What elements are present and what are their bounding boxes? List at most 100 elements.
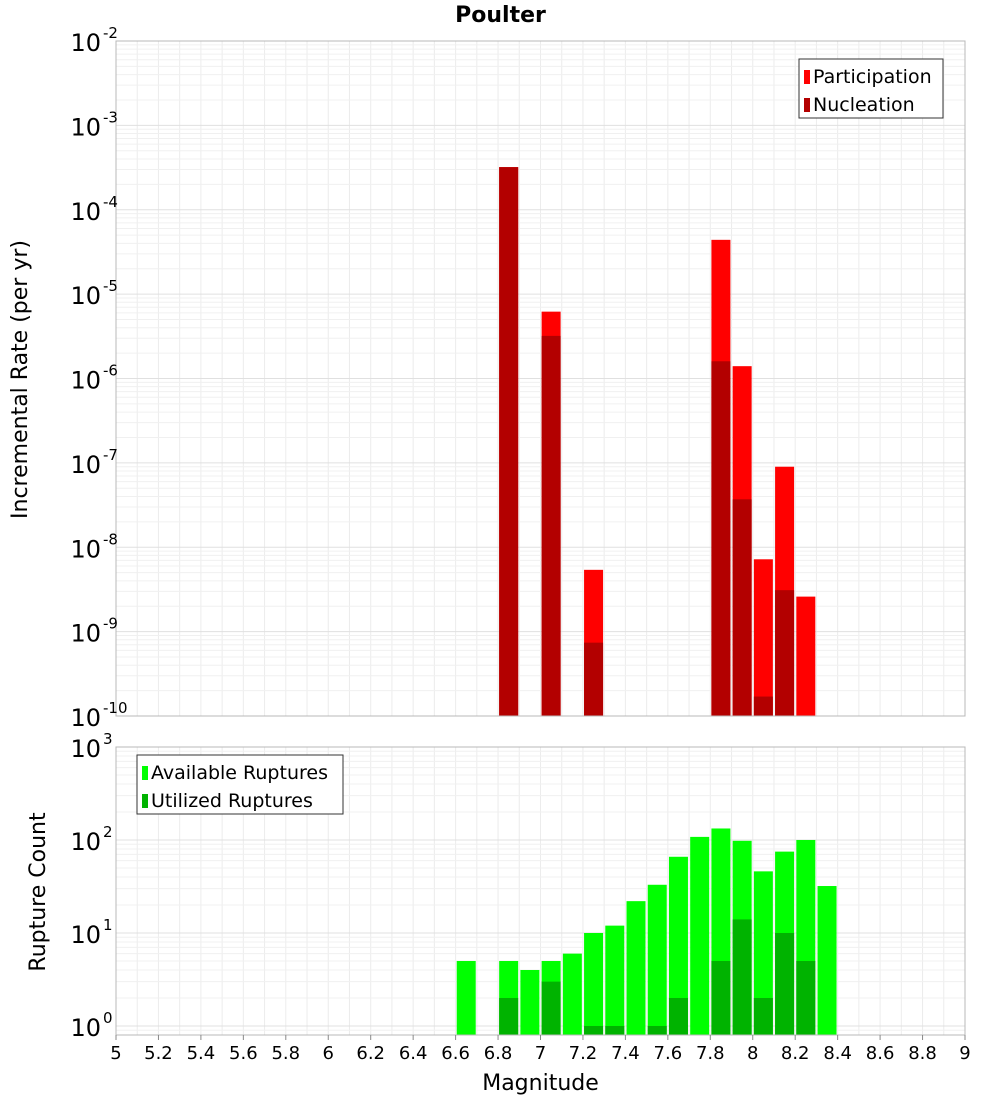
y-tick-exponent: 1 [103, 916, 113, 934]
y-tick-exponent: -4 [103, 193, 118, 211]
x-tick-label: 7.8 [696, 1043, 725, 1064]
bar-utilized-ruptures [668, 997, 688, 1035]
bar-available-ruptures [668, 856, 688, 1035]
y-tick-label: 10 [70, 1014, 101, 1042]
bar-available-ruptures [690, 836, 710, 1035]
y-tick-exponent: -2 [103, 24, 118, 42]
bar-nucleation [775, 590, 795, 716]
legend-label-available: Available Ruptures [151, 762, 328, 784]
bar-nucleation [732, 499, 752, 716]
y-tick-exponent: -7 [103, 446, 118, 464]
y-tick-exponent: -10 [103, 699, 128, 717]
bar-participation [753, 559, 773, 716]
rate-legend: Participation Nucleation [798, 58, 944, 119]
bar-participation [796, 596, 816, 716]
x-tick-label: 8.4 [823, 1043, 852, 1064]
bar-available-ruptures [605, 925, 625, 1035]
x-tick-label: 6.8 [484, 1043, 513, 1064]
bar-available-ruptures [520, 969, 540, 1035]
bar-utilized-ruptures [711, 960, 731, 1035]
y-tick-label: 10 [70, 828, 101, 856]
bar-utilized-ruptures [541, 981, 561, 1035]
bar-utilized-ruptures [775, 932, 795, 1035]
x-tick-label: 7 [535, 1043, 546, 1064]
rate-y-axis-label: Incremental Rate (per yr) [8, 240, 33, 519]
bar-utilized-ruptures [605, 1025, 625, 1035]
y-tick-exponent: 0 [103, 1009, 113, 1027]
y-tick-exponent: -6 [103, 362, 118, 380]
x-tick-label: 6.6 [441, 1043, 470, 1064]
legend-swatch-utilized [142, 794, 148, 808]
bar-utilized-ruptures [499, 997, 519, 1035]
rate-gridlines [116, 41, 965, 716]
x-tick-label: 6.2 [356, 1043, 385, 1064]
legend-swatch-available [142, 766, 148, 780]
bar-utilized-ruptures [647, 1025, 667, 1035]
count-legend: Available Ruptures Utilized Ruptures [136, 754, 344, 815]
bar-available-ruptures [647, 884, 667, 1035]
x-tick-label: 6 [323, 1043, 334, 1064]
bar-available-ruptures [817, 886, 837, 1035]
legend-swatch-participation [804, 70, 810, 84]
y-tick-label: 10 [70, 921, 101, 949]
magnitude-x-ticks: 5 5.2 5.4 5.6 5.8 6 6.2 6.4 6.6 6.8 7 7.2 7.4 7.6 7.8 8… [110, 1035, 971, 1064]
y-tick-exponent: -3 [103, 108, 118, 126]
x-tick-label: 8.8 [908, 1043, 937, 1064]
rate-bars [499, 167, 816, 716]
y-tick-label: 10 [70, 704, 101, 732]
count-bars [456, 828, 837, 1035]
y-tick-label: 10 [70, 29, 101, 57]
y-tick-label: 10 [70, 620, 101, 648]
bar-available-ruptures [562, 953, 582, 1035]
x-tick-label: 8 [747, 1043, 758, 1064]
x-tick-label: 8.6 [866, 1043, 895, 1064]
x-tick-label: 7.6 [654, 1043, 683, 1064]
x-tick-label: 5.8 [271, 1043, 300, 1064]
y-tick-exponent: 3 [103, 730, 113, 748]
bar-nucleation [499, 167, 519, 716]
y-tick-exponent: -5 [103, 277, 118, 295]
y-tick-label: 10 [70, 367, 101, 395]
bar-nucleation [541, 335, 561, 716]
chart-title: Poulter [455, 3, 546, 28]
legend-label-participation: Participation [813, 66, 932, 88]
rate-legend-box [798, 58, 944, 119]
bar-nucleation [711, 361, 731, 716]
x-tick-label: 7.2 [569, 1043, 598, 1064]
legend-label-nucleation: Nucleation [813, 94, 915, 116]
y-tick-exponent: 2 [103, 823, 113, 841]
x-tick-label: 7.4 [611, 1043, 640, 1064]
x-tick-label: 5 [110, 1043, 121, 1064]
x-tick-label: 8.2 [781, 1043, 810, 1064]
bar-available-ruptures [584, 932, 604, 1035]
y-tick-exponent: -9 [103, 615, 118, 633]
x-tick-label: 5.6 [229, 1043, 258, 1064]
y-tick-label: 10 [70, 198, 101, 226]
y-tick-exponent: -8 [103, 530, 118, 548]
legend-label-utilized: Utilized Ruptures [151, 790, 313, 812]
rate-plot-frame [115, 40, 966, 717]
bar-utilized-ruptures [796, 960, 816, 1035]
x-tick-label: 9 [959, 1043, 970, 1064]
y-tick-label: 10 [70, 735, 101, 763]
bar-available-ruptures [626, 901, 646, 1035]
y-tick-label: 10 [70, 451, 101, 479]
y-tick-label: 10 [70, 113, 101, 141]
bar-utilized-ruptures [753, 997, 773, 1035]
legend-swatch-nucleation [804, 98, 810, 112]
x-tick-label: 6.4 [399, 1043, 428, 1064]
y-tick-label: 10 [70, 282, 101, 310]
bar-available-ruptures [753, 871, 773, 1035]
count-legend-box [136, 754, 344, 815]
x-axis-label: Magnitude [482, 1071, 599, 1096]
bar-nucleation [753, 696, 773, 716]
count-y-axis-label: Rupture Count [26, 812, 51, 972]
bar-available-ruptures [456, 960, 476, 1035]
bar-nucleation [584, 642, 604, 716]
bar-utilized-ruptures [584, 1025, 604, 1035]
